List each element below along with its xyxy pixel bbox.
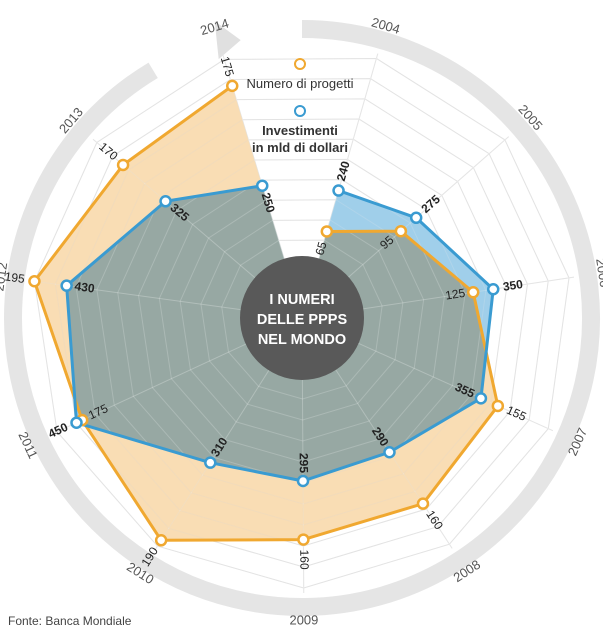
fill-grid [158, 179, 445, 463]
projects-point-2007 [491, 399, 505, 413]
investments-value-label-2012: 430 [74, 279, 96, 296]
series-points [28, 79, 505, 547]
fill-spoke [346, 136, 510, 279]
radar-spokes [29, 53, 575, 593]
fill-grid [75, 98, 528, 547]
projects-point-2005 [394, 224, 408, 238]
projects-point-2012 [28, 275, 41, 288]
investments-value-label-2011: 450 [46, 420, 70, 441]
projects-value-label-2009: 160 [297, 550, 311, 570]
investments-point-2008 [383, 445, 396, 459]
center-circle [240, 256, 364, 380]
investments-value-label-2004: 240 [334, 159, 353, 182]
investments-point-2004 [332, 184, 345, 197]
legend-label-projects: Numero di progetti [246, 76, 354, 91]
fill-grid [179, 199, 425, 442]
fill-grid [33, 57, 570, 589]
outer-ring [4, 20, 600, 616]
arrow-icon [214, 21, 241, 60]
investments-value-label-2009: 295 [297, 453, 311, 473]
projects-point-2006 [466, 286, 480, 299]
projects-point-2010 [154, 534, 168, 547]
fill-spoke [356, 342, 554, 432]
center-label-line-2: DELLE PPPS [257, 312, 348, 328]
projects-value-label-2012: 195 [4, 269, 26, 286]
center-badge: I NUMERI DELLE PPPS NEL MONDO [240, 256, 364, 380]
source-note: Fonte: Banca Mondiale [8, 614, 132, 628]
investments-point-2010 [204, 456, 217, 469]
center-label-line-1: I NUMERI [269, 292, 334, 308]
investments-point-2009 [296, 474, 310, 488]
investments-point-2006 [486, 283, 500, 296]
legend-item-investments: Investimenti in mld di dollari [190, 105, 410, 156]
investments-point-2014 [255, 179, 269, 192]
investments-point-2005 [409, 211, 423, 225]
grid-polygon [54, 78, 549, 568]
category-label-2012: 2012 [0, 261, 10, 292]
category-label-2006: 2006 [593, 257, 603, 288]
fill-spoke [334, 367, 453, 549]
center-label-line-3: NEL MONDO [258, 332, 346, 348]
projects-value-label-2008: 160 [423, 508, 446, 533]
legend-marker-projects [294, 58, 306, 70]
investments-point-2011 [70, 416, 83, 429]
investments-value-label-2006: 350 [502, 277, 524, 294]
projects-value-label-2014: 175 [218, 55, 237, 79]
outer-ring-arc [4, 20, 600, 616]
legend-item-projects: Numero di progetti [190, 58, 410, 93]
projects-value-label-2006: 125 [444, 286, 466, 303]
category-label-2009: 2009 [289, 612, 318, 627]
fill-grid [200, 219, 404, 421]
investments-point-2013 [159, 195, 172, 208]
fill-grid [96, 118, 508, 526]
legend-label-investments-line2: in mld di dollari [251, 140, 349, 155]
investments-point-2012 [60, 279, 73, 292]
investments-value-label-2014: 250 [259, 191, 278, 215]
projects-point-2004 [320, 225, 334, 238]
legend-marker-investments [294, 105, 306, 117]
grid-polygon [33, 57, 570, 589]
projects-point-2013 [116, 158, 130, 172]
projects-value-label-2004: 65 [312, 240, 329, 257]
projects-point-2014 [225, 79, 239, 93]
projects-point-2008 [416, 497, 430, 510]
legend-label-investments-line1: Investimenti [262, 123, 338, 138]
fill-grid [54, 78, 549, 568]
investments-point-2007 [474, 392, 488, 405]
projects-value-label-2007: 155 [504, 403, 528, 424]
projects-point-2009 [297, 533, 310, 546]
fill-grid [221, 239, 383, 400]
